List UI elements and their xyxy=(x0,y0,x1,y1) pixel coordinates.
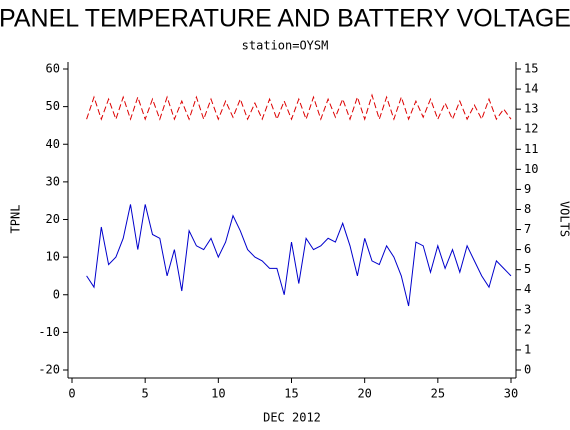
y-tick-label: 10 xyxy=(46,250,60,264)
y-tick-label: 40 xyxy=(46,137,60,151)
x-tick-label: 0 xyxy=(68,387,75,401)
y2-tick-label: 3 xyxy=(524,302,531,316)
y2-tick-label: 9 xyxy=(524,182,531,196)
y-tick-label: 20 xyxy=(46,212,60,226)
x-tick-label: 20 xyxy=(357,387,371,401)
y2-tick-label: 10 xyxy=(524,162,538,176)
y2-tick-label: 14 xyxy=(524,82,538,96)
chart-subtitle: station=OYSM xyxy=(242,39,329,53)
y-tick-label: -10 xyxy=(38,325,60,339)
y2-axis-label: VOLTS xyxy=(558,201,570,237)
y2-tick-label: 12 xyxy=(524,122,538,136)
y2-tick-label: 1 xyxy=(524,342,531,356)
x-tick-label: 30 xyxy=(504,387,518,401)
y2-tick-label: 8 xyxy=(524,202,531,216)
y-tick-label: 60 xyxy=(46,62,60,76)
x-tick-label: 5 xyxy=(142,387,149,401)
y2-tick-label: 2 xyxy=(524,322,531,336)
y2-tick-label: 0 xyxy=(524,363,531,377)
series-line xyxy=(86,93,512,121)
y-tick-label: 0 xyxy=(53,287,60,301)
y-tick-label: 50 xyxy=(46,99,60,113)
y2-tick-label: 15 xyxy=(524,62,538,76)
x-tick-label: 25 xyxy=(431,387,445,401)
y2-tick-label: 5 xyxy=(524,262,531,276)
x-axis-label: DEC 2012 xyxy=(263,411,321,425)
x-tick-label: 15 xyxy=(284,387,298,401)
y2-tick-label: 6 xyxy=(524,242,531,256)
y2-tick-label: 13 xyxy=(524,102,538,116)
y2-tick-label: 11 xyxy=(524,142,538,156)
x-tick-label: 10 xyxy=(211,387,225,401)
y2-tick-label: 4 xyxy=(524,282,531,296)
y2-tick-label: 7 xyxy=(524,222,531,236)
y-tick-label: -20 xyxy=(38,363,60,377)
y-axis-label: TPNL xyxy=(9,205,23,234)
chart-title: PANEL TEMPERATURE AND BATTERY VOLTAGE xyxy=(0,5,570,33)
series-line xyxy=(86,204,512,307)
y-tick-label: 30 xyxy=(46,174,60,188)
